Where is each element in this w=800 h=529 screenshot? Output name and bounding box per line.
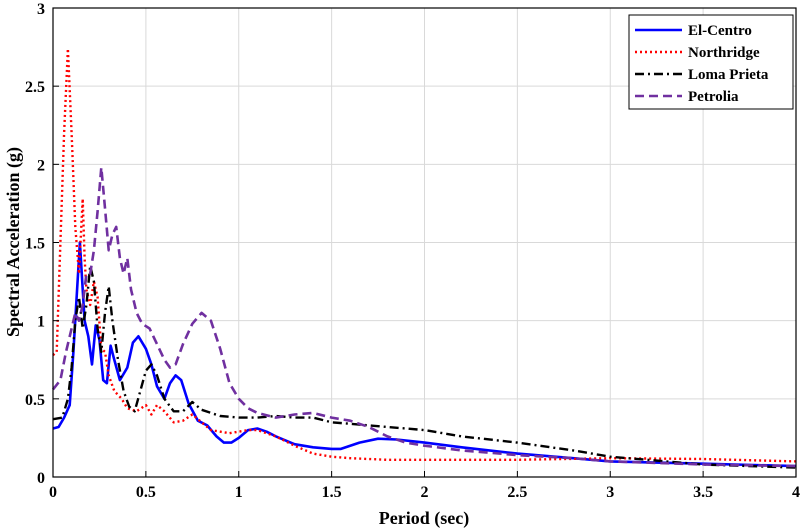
legend-label: El-Centro bbox=[688, 23, 752, 39]
x-tick-label: 2 bbox=[421, 484, 429, 501]
legend-label: Petrolia bbox=[688, 89, 739, 105]
x-axis-label: Period (sec) bbox=[379, 508, 469, 529]
y-tick-label: 1 bbox=[37, 314, 45, 331]
x-tick-label: 3.5 bbox=[693, 484, 713, 501]
y-tick-label: 3 bbox=[37, 1, 45, 18]
series-line-northridge bbox=[52, 47, 797, 463]
legend: El-Centro Northridge Loma Prieta Petrolia bbox=[628, 14, 794, 110]
y-tick-label: 2.5 bbox=[25, 79, 45, 96]
legend-label: Loma Prieta bbox=[688, 67, 769, 83]
legend-label: Northridge bbox=[688, 45, 760, 61]
y-axis-label: Spectral Acceleration (g) bbox=[3, 147, 24, 337]
series-line-el-centro bbox=[52, 241, 797, 468]
y-tick-label: 0.5 bbox=[25, 392, 45, 409]
grid bbox=[52, 7, 797, 478]
x-tick-label: 4 bbox=[792, 484, 800, 501]
x-tick-label: 3 bbox=[606, 484, 614, 501]
x-tick-label: 1 bbox=[235, 484, 243, 501]
x-tick-label: 1.5 bbox=[322, 484, 342, 501]
y-tick-label: 0 bbox=[37, 470, 45, 487]
x-tick-label: 2.5 bbox=[507, 484, 527, 501]
x-tick-label: 0 bbox=[49, 484, 57, 501]
y-tick-label: 1.5 bbox=[25, 236, 45, 253]
x-tick-label: 0.5 bbox=[136, 484, 156, 501]
series-line-loma-prieta bbox=[52, 264, 797, 469]
series-lines bbox=[51, 47, 797, 469]
series-line-petrolia bbox=[51, 166, 797, 468]
y-tick-label: 2 bbox=[37, 157, 45, 174]
tick-labels: 0 0.5 1 1.5 2 2.5 3 3.5 4 0 0.5 1 1.5 2 2.5 3 bbox=[25, 1, 800, 501]
